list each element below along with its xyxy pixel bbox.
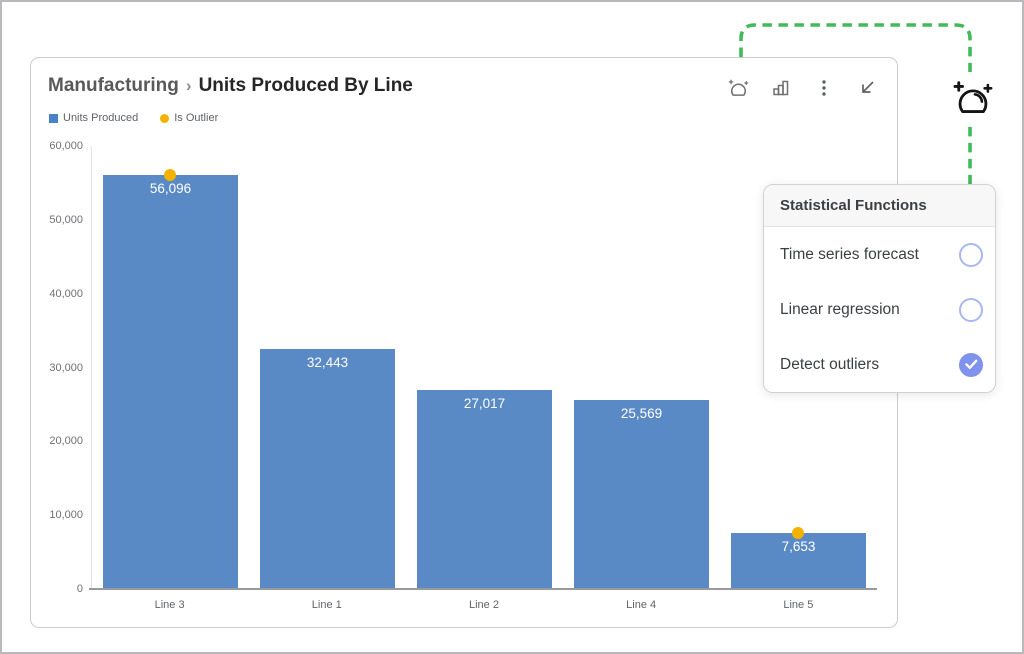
breadcrumb-separator-icon: › — [185, 76, 192, 95]
ai-assistant-icon[interactable] — [944, 72, 1002, 124]
outlier-dot — [792, 526, 805, 539]
breadcrumb: Manufacturing › Units Produced By Line — [48, 75, 413, 97]
more-options-icon[interactable] — [812, 76, 836, 100]
bar-line-5[interactable]: 7,653 — [730, 526, 866, 589]
y-tick-label: 10,000 — [49, 509, 83, 522]
bar-value-label: 32,443 — [306, 355, 349, 371]
breadcrumb-section[interactable]: Manufacturing — [48, 75, 179, 96]
bar-value-label: 25,569 — [620, 406, 663, 422]
popup-option-label: Detect outliers — [780, 355, 880, 373]
bar-slot: 32,443 — [249, 146, 406, 589]
outlier-dot — [164, 168, 177, 181]
legend-label: Is Outlier — [174, 112, 219, 124]
bar-value-label: 56,096 — [149, 180, 192, 196]
popup-option-label: Linear regression — [780, 300, 900, 318]
x-axis-line — [89, 588, 877, 590]
bar-line-1[interactable]: 32,443 — [259, 349, 395, 589]
x-tick-label: Line 3 — [154, 599, 185, 611]
bar-value-label: 27,017 — [463, 395, 506, 411]
chart-legend: Units Produced Is Outlier — [49, 112, 218, 124]
popup-options: Time series forecast Linear regression Det… — [764, 227, 995, 392]
bar-value-label: 7,653 — [781, 538, 816, 554]
y-tick-label: 0 — [76, 583, 83, 595]
radio-checked-icon[interactable] — [959, 352, 983, 377]
y-tick-label: 30,000 — [49, 361, 83, 374]
bar-line-4[interactable]: 25,569 — [573, 400, 709, 589]
x-tick-label: Line 4 — [626, 599, 657, 611]
bar-slot: 56,096 — [92, 146, 249, 589]
x-tick-label: Line 1 — [311, 599, 342, 611]
ai-insights-icon[interactable] — [726, 76, 750, 100]
plot-area: 56,096 32,443 27,017 25,569 7,653 — [91, 146, 877, 589]
radio-unchecked-icon[interactable] — [959, 297, 983, 322]
page-title: Units Produced By Line — [198, 75, 413, 96]
popup-option-linear-regression[interactable]: Linear regression — [764, 282, 995, 337]
legend-circle-swatch — [160, 113, 170, 123]
popup-option-label: Time series forecast — [780, 245, 919, 263]
legend-item[interactable]: Units Produced — [49, 112, 138, 124]
bar-line-3[interactable]: 56,096 — [102, 168, 238, 589]
y-tick-label: 50,000 — [49, 213, 83, 226]
bar-slot: 27,017 — [406, 146, 563, 589]
popup-title: Statistical Functions — [764, 185, 995, 227]
popup-option-time-series-forecast[interactable]: Time series forecast — [764, 227, 995, 282]
legend-label: Units Produced — [63, 112, 139, 124]
bar-slot: 7,653 — [720, 146, 877, 589]
x-axis-labels: Line 3 Line 1 Line 2 Line 4 Line 5 — [91, 599, 877, 611]
bar-slot: 25,569 — [563, 146, 720, 589]
popup-option-detect-outliers[interactable]: Detect outliers — [764, 337, 995, 392]
statistical-functions-popup: Statistical Functions Time series foreca… — [763, 184, 996, 393]
y-tick-label: 60,000 — [49, 140, 83, 152]
bar-line-2[interactable]: 27,017 — [416, 389, 552, 589]
card-toolbar — [726, 76, 879, 100]
chart-type-icon[interactable] — [769, 76, 793, 100]
x-tick-label: Line 5 — [783, 599, 814, 611]
collapse-arrow-icon[interactable] — [855, 76, 879, 100]
legend-square-swatch — [49, 113, 58, 123]
y-axis: 0 10,000 20,000 30,000 40,000 50,000 60,000 — [31, 140, 83, 595]
legend-item[interactable]: Is Outlier — [160, 112, 218, 124]
y-tick-label: 40,000 — [49, 287, 83, 300]
y-tick-label: 20,000 — [49, 435, 83, 448]
radio-unchecked-icon[interactable] — [959, 242, 983, 267]
x-tick-label: Line 2 — [468, 599, 499, 611]
